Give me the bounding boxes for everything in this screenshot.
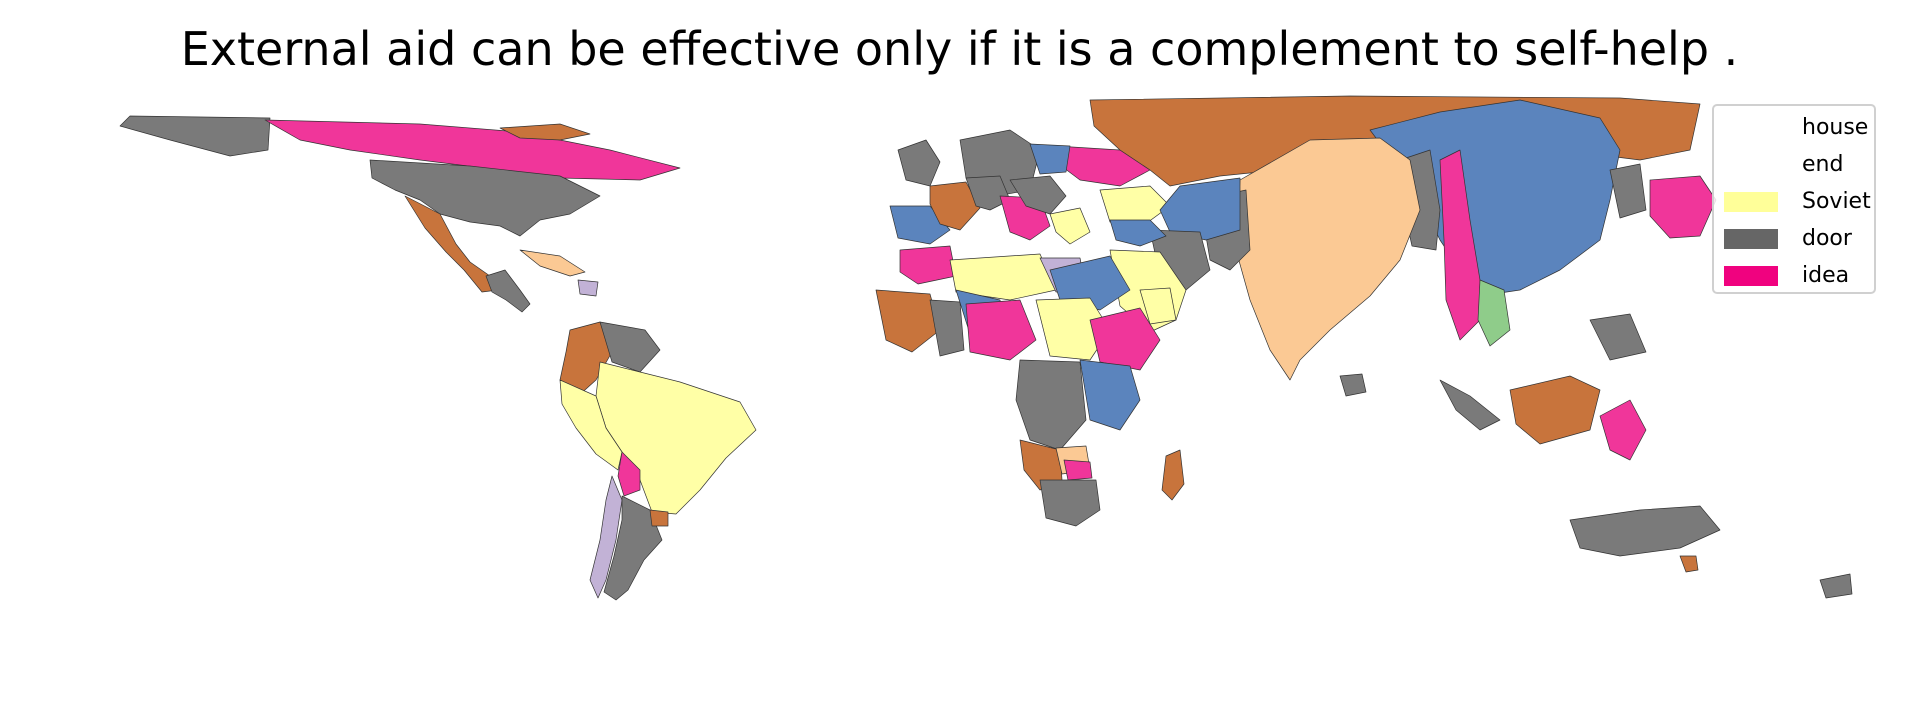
region-new-zealand [1819, 573, 1853, 599]
region-nigeria [965, 299, 1037, 361]
legend-item-door: door [1724, 227, 1874, 251]
legend-swatch [1724, 266, 1778, 286]
region-madagascar [1161, 449, 1185, 501]
region-algeria-sahara [949, 253, 1057, 301]
region-horn-yellow [1139, 287, 1177, 325]
region-baltic-blue [1029, 143, 1071, 175]
region-canada [264, 119, 681, 181]
region-bolivia [617, 451, 641, 497]
region-chile [589, 475, 623, 599]
legend-item-soviet: Soviet [1724, 190, 1874, 214]
region-egypt [1049, 255, 1131, 311]
legend-label: end [1802, 152, 1844, 177]
region-usa [369, 159, 601, 237]
legend-swatch [1724, 155, 1778, 175]
legend-label: Soviet [1802, 189, 1871, 214]
region-germany [965, 175, 1011, 211]
region-brazil [595, 361, 757, 515]
region-tasmania [1679, 555, 1699, 573]
map-title: External aid can be effective only if it… [180, 22, 1739, 76]
region-balkans [1049, 207, 1091, 245]
region-west-africa [875, 289, 941, 353]
legend: house end Soviet door idea [1712, 104, 1876, 294]
region-australia [1569, 505, 1721, 557]
region-philippines [1589, 313, 1647, 361]
region-east-africa [1079, 359, 1141, 431]
region-france [929, 181, 981, 231]
legend-swatch [1724, 229, 1778, 249]
region-uruguay [649, 509, 669, 527]
region-indonesia-east [1599, 399, 1647, 461]
legend-swatch [1724, 192, 1778, 212]
region-cuba-small [577, 279, 599, 297]
region-alaska [119, 115, 271, 157]
legend-label: idea [1802, 263, 1850, 288]
region-greenland-strip [499, 123, 591, 141]
legend-label: house [1802, 115, 1869, 140]
region-congo [1015, 359, 1087, 451]
region-peru [559, 379, 623, 471]
region-caribbean [519, 249, 586, 277]
legend-item-house: house [1724, 116, 1874, 140]
region-south-africa [1039, 479, 1101, 527]
region-ukraine [1099, 185, 1171, 229]
region-venezuela [599, 321, 661, 373]
region-indonesia-west [1509, 375, 1601, 445]
region-vietnam [1477, 279, 1511, 347]
region-central-europe [1009, 175, 1067, 215]
region-sumatra-gray [1439, 379, 1501, 431]
region-turkey [1109, 219, 1167, 247]
region-korea [1609, 163, 1647, 219]
region-ethiopia [1089, 307, 1161, 371]
region-central-asia [1159, 177, 1241, 241]
region-india [1235, 137, 1421, 381]
legend-item-idea: idea [1724, 264, 1874, 288]
region-morocco [899, 245, 957, 285]
legend-item-end: end [1724, 153, 1874, 177]
region-uk-ireland [897, 139, 941, 187]
region-west-africa-2 [929, 299, 965, 357]
region-japan [1649, 175, 1717, 239]
region-sri-lanka [1339, 373, 1367, 397]
region-central-america [485, 269, 531, 313]
legend-swatch [1724, 118, 1778, 138]
region-zimbabwe-pink [1063, 459, 1093, 481]
region-iberia [889, 205, 951, 245]
legend-label: door [1802, 226, 1852, 251]
